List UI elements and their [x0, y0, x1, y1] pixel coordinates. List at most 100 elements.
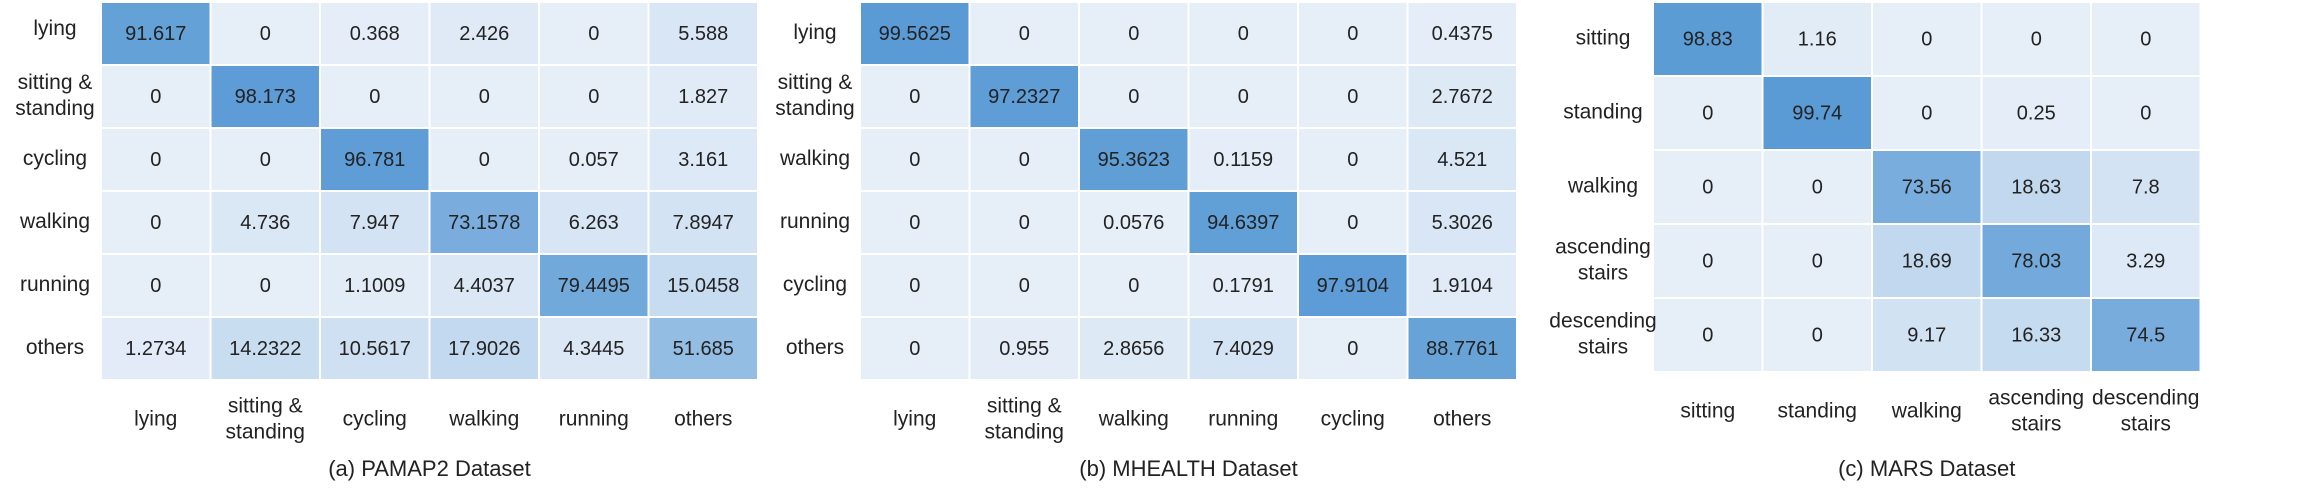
heatmap-cell [1980, 297, 2092, 373]
heatmap-cell [1078, 316, 1190, 381]
panel-caption: (b) MHEALTH Dataset [1079, 456, 1297, 481]
row-tick-label: walking [779, 147, 850, 170]
cell-value-label: 0 [1128, 275, 1139, 297]
cell-value-label: 0 [1921, 28, 1932, 50]
heatmap-cell [538, 253, 650, 318]
heatmap-cell [1761, 75, 1873, 151]
row-tick-label: sitting & standing [775, 71, 854, 120]
row-tick-label: walking [1567, 175, 1638, 198]
cell-value-label: 0 [150, 149, 161, 171]
cell-value-label: 7.8947 [673, 212, 734, 234]
cell-value-label: 51.685 [673, 338, 734, 360]
cell-value-label: 0 [260, 275, 271, 297]
cell-value-label: 0 [150, 86, 161, 108]
column-tick-label: running [1208, 408, 1278, 431]
heatmap-cell [100, 1, 212, 66]
cell-value-label: 4.3445 [563, 338, 624, 360]
heatmap-cell [2090, 75, 2202, 151]
heatmap-cell [647, 253, 759, 318]
heatmap-cell [1297, 190, 1409, 255]
column-tick-label: walking [1098, 408, 1169, 431]
cell-value-label: 0.1791 [1213, 275, 1274, 297]
heatmap-cell [1980, 223, 2092, 299]
heatmap-cell [1761, 149, 1873, 225]
cell-value-label: 4.4037 [454, 275, 515, 297]
heatmap-cell [1871, 297, 1983, 373]
heatmap-cell [1761, 223, 1873, 299]
cell-value-label: 99.74 [1792, 102, 1842, 124]
heatmap-cell [1652, 223, 1764, 299]
heatmap-cell [1078, 64, 1190, 129]
cell-value-label: 9.17 [1907, 324, 1946, 346]
cell-value-label: 0 [909, 86, 920, 108]
cell-value-label: 0 [1347, 23, 1358, 45]
cell-value-label: 0 [1019, 23, 1030, 45]
heatmap-cell [100, 316, 212, 381]
cell-value-label: 1.827 [678, 86, 728, 108]
cell-value-label: 18.63 [2011, 176, 2061, 198]
cell-value-label: 88.7761 [1426, 338, 1498, 360]
cell-value-label: 0 [2031, 28, 2042, 50]
row-tick-label: cycling [23, 147, 87, 170]
cell-value-label: 0.1159 [1213, 149, 1273, 171]
row-tick-label: ascending stairs [1555, 236, 1651, 285]
heatmap-cell [968, 190, 1080, 255]
heatmap-cell [968, 127, 1080, 192]
cell-value-label: 0 [2140, 28, 2151, 50]
heatmap-cell [209, 1, 321, 66]
cell-value-label: 4.736 [240, 212, 290, 234]
cell-value-label: 0 [1128, 23, 1139, 45]
heatmap-cell [1652, 75, 1764, 151]
cell-value-label: 15.0458 [667, 275, 739, 297]
cell-value-label: 0 [1702, 102, 1713, 124]
cell-value-label: 95.3623 [1098, 149, 1170, 171]
heatmap-cell [859, 316, 971, 381]
heatmap-cell [2090, 1, 2202, 77]
cell-value-label: 3.29 [2126, 250, 2165, 272]
heatmap-cell [1652, 1, 1764, 77]
panel-caption: (c) MARS Dataset [1838, 456, 2015, 481]
cell-value-label: 5.3026 [1432, 212, 1493, 234]
cell-value-label: 97.9104 [1317, 275, 1389, 297]
cell-value-label: 1.16 [1798, 28, 1837, 50]
column-tick-label: lying [134, 408, 177, 431]
cell-value-label: 0.955 [999, 338, 1049, 360]
heatmap-cell [538, 316, 650, 381]
cell-value-label: 14.2322 [229, 338, 301, 360]
cell-value-label: 78.03 [2011, 250, 2061, 272]
cell-value-label: 0 [1347, 212, 1358, 234]
heatmap-cell [209, 127, 321, 192]
column-tick-label: cycling [343, 408, 407, 431]
cell-value-label: 0 [1019, 149, 1030, 171]
cell-value-label: 0 [479, 149, 490, 171]
cell-value-label: 0 [1019, 275, 1030, 297]
row-tick-label: others [26, 336, 84, 359]
heatmap-cell [1406, 316, 1518, 381]
cell-value-label: 0 [1702, 250, 1713, 272]
heatmap-cell [428, 253, 540, 318]
cell-value-label: 0 [2140, 102, 2151, 124]
heatmap-panel-2: 99.5625 0 0 0 0 0.4375 0 97.2327 0 0 0 2.7672 0 0 95.3… [775, 1, 1518, 481]
heatmap-cell [647, 190, 759, 255]
column-tick-label: descending stairs [2092, 387, 2199, 436]
cell-value-label: 0 [1347, 338, 1358, 360]
column-tick-label: walking [448, 408, 519, 431]
heatmap-cell [647, 64, 759, 129]
cell-value-label: 0.368 [350, 23, 400, 45]
column-tick-label: others [674, 408, 732, 431]
heatmap-cell [1078, 127, 1190, 192]
cell-value-label: 4.521 [1437, 149, 1487, 171]
cell-value-label: 99.5625 [879, 23, 951, 45]
cell-value-label: 0 [150, 212, 161, 234]
cell-value-label: 17.9026 [448, 338, 520, 360]
cell-value-label: 0 [369, 86, 380, 108]
cell-value-label: 79.4495 [558, 275, 630, 297]
cell-value-label: 10.5617 [339, 338, 411, 360]
row-tick-label: cycling [783, 273, 847, 296]
row-tick-label: descending stairs [1549, 310, 1656, 359]
heatmap-cell [209, 190, 321, 255]
column-tick-label: sitting & standing [226, 395, 305, 444]
cell-value-label: 6.263 [569, 212, 619, 234]
heatmap-cell [428, 64, 540, 129]
cell-value-label: 0 [260, 23, 271, 45]
